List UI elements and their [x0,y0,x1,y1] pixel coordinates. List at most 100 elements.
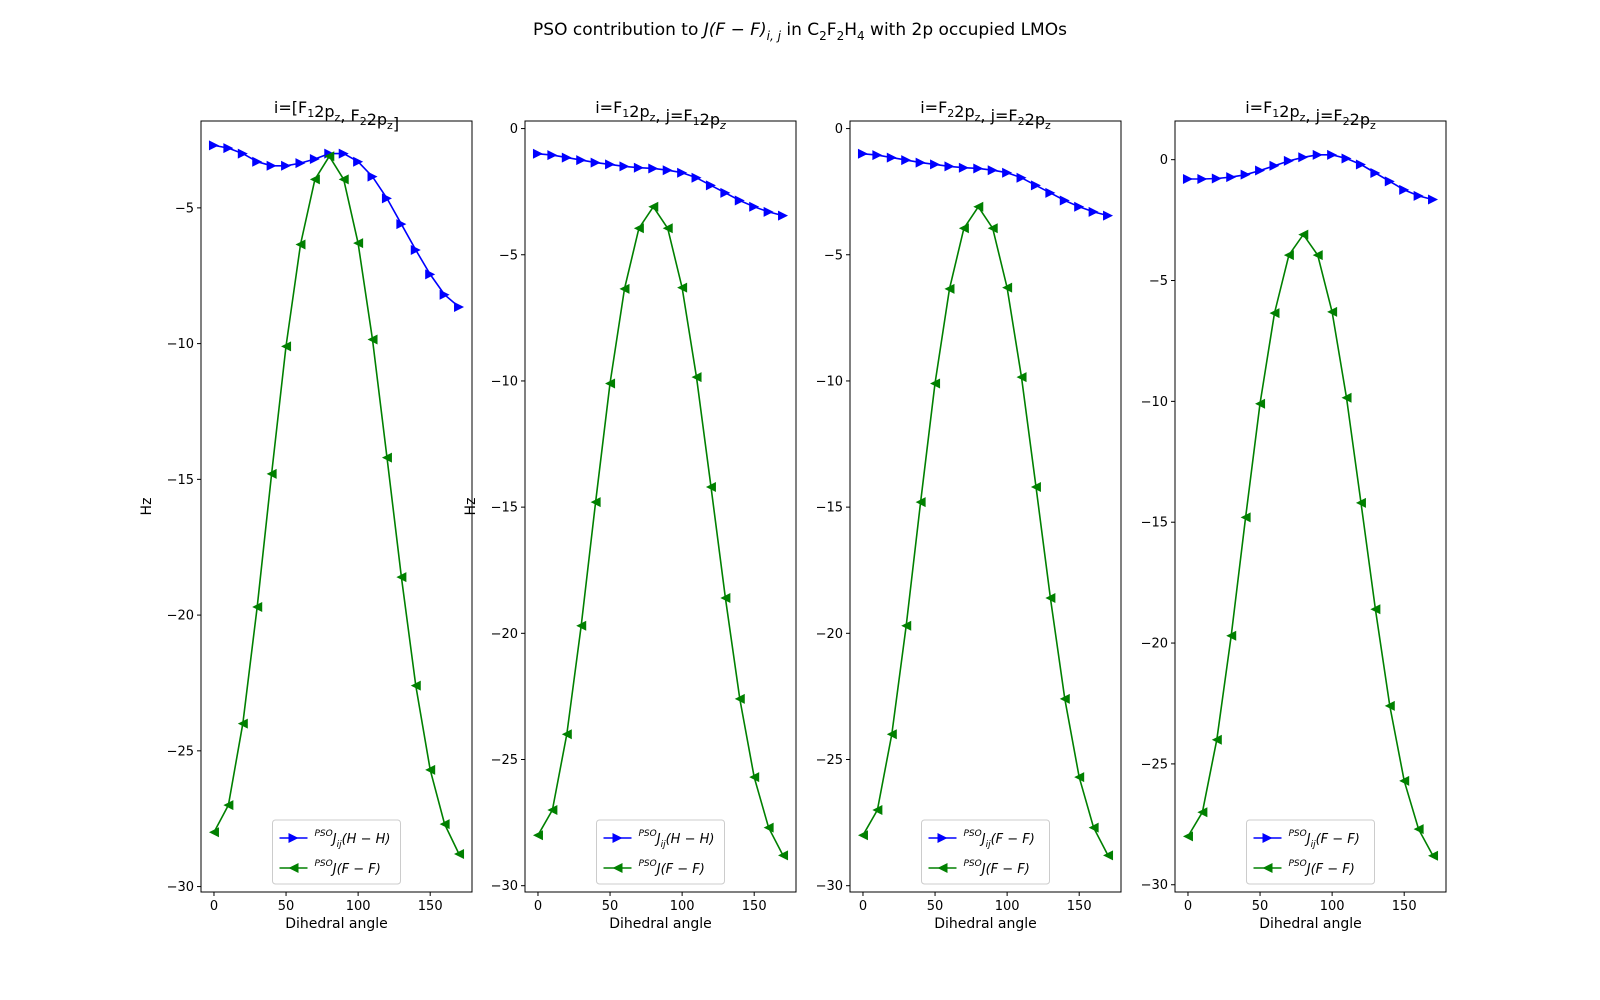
series-line-2 [1187,233,1434,857]
data-point [1298,152,1309,163]
data-point [590,157,601,168]
data-point [1059,693,1070,704]
data-point [915,497,926,508]
data-point [1413,824,1424,835]
legend-marker [612,863,623,873]
data-point [720,187,731,198]
legend-label: PSOJ(F − F) [1289,859,1355,877]
data-point [1226,172,1237,183]
series-line-1 [862,153,1109,217]
data-point [930,378,941,389]
y-tick-label: −25 [167,744,194,759]
data-point [367,171,378,182]
axes-frame [1174,120,1447,893]
data-point [532,830,543,841]
data-point [561,152,572,163]
data-point [872,150,883,161]
legend-marker [1262,833,1273,843]
legend-label: PSOJij(F − F) [964,829,1035,850]
x-tick-label: 100 [995,899,1020,914]
data-point [633,162,644,173]
data-point [1428,850,1439,861]
data-point [410,680,421,691]
y-tick-label: 0 [1160,153,1168,168]
data-point [266,468,277,479]
legend: PSOJij(F − F) PSOJ(F − F) [1246,819,1375,885]
legend-marker [937,863,948,873]
data-point [619,161,630,172]
x-axis-label: Dihedral angle [609,916,712,932]
data-point [662,165,673,176]
data-point [901,155,912,166]
legend-label: PSOJ(F − F) [639,859,705,877]
y-tick-label: −15 [816,501,843,516]
y-tick-label: −5 [824,248,843,263]
data-point [1355,497,1366,508]
data-point [1182,174,1193,185]
data-point [309,154,320,165]
x-tick-label: 150 [1392,899,1417,914]
data-point [1269,160,1280,171]
data-point [987,223,998,234]
data-point [1211,734,1222,745]
data-point [1327,306,1338,317]
data-point [619,283,630,294]
data-point [425,764,436,775]
data-point [208,827,219,838]
data-point [223,800,234,811]
y-tick-label: −10 [1141,395,1168,410]
y-axis-label: Hz [139,498,155,516]
x-tick-label: 50 [927,899,944,914]
data-point [1428,194,1439,205]
axes-frame [849,120,1122,893]
data-point [1384,176,1395,187]
data-point [237,148,248,159]
x-tick-label: 100 [670,899,695,914]
x-axis-label: Dihedral angle [934,916,1037,932]
data-point [987,165,998,176]
data-point [1182,831,1193,842]
y-tick-label: −10 [816,374,843,389]
data-point [396,219,407,230]
x-tick-label: 50 [602,899,619,914]
data-point [1197,807,1208,818]
data-point [1103,850,1114,861]
x-tick-label: 0 [859,899,867,914]
data-point [367,334,378,345]
data-point [749,201,760,212]
data-point [1016,172,1027,183]
data-point [1384,700,1395,711]
data-point [295,158,306,169]
data-point [691,172,702,183]
data-point [1370,167,1381,178]
x-tick-label: 150 [418,899,443,914]
series-line-2 [213,154,460,855]
series-line-1 [537,153,784,217]
data-point [1002,282,1013,293]
legend: PSOJij(F − F) PSOJ(F − F) [921,819,1050,885]
data-point [532,148,543,159]
data-point [734,195,745,206]
y-tick-label: −30 [491,879,518,894]
data-point [1370,604,1381,615]
x-tick-label: 0 [1184,899,1192,914]
data-point [1088,822,1099,833]
data-point [1312,250,1323,261]
data-point [1399,775,1410,786]
x-axis-label: Dihedral angle [1259,916,1362,932]
y-tick-label: −30 [1141,878,1168,893]
data-point [930,159,941,170]
data-point [1355,159,1366,170]
data-point [973,163,984,174]
legend-label: PSOJij(H − H) [315,829,391,850]
data-point [454,848,465,859]
legend-label: PSOJij(F − F) [1289,829,1360,850]
data-point [1030,180,1041,191]
y-tick-label: −25 [816,753,843,768]
data-point [763,206,774,217]
y-tick-label: −15 [491,501,518,516]
data-point [1269,308,1280,319]
data-point [590,497,601,508]
data-point [266,160,277,171]
